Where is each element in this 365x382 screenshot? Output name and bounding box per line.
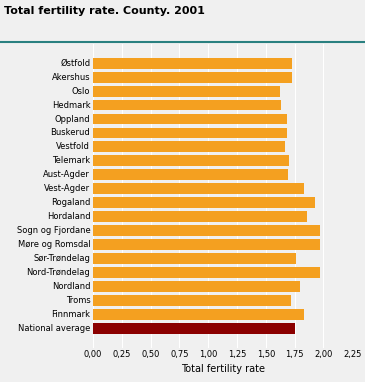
Text: Total fertility rate. County. 2001: Total fertility rate. County. 2001 xyxy=(4,6,204,16)
Bar xyxy=(93,128,287,138)
Bar xyxy=(93,113,287,125)
Bar xyxy=(93,281,300,292)
Bar xyxy=(93,183,304,194)
Bar xyxy=(93,225,320,236)
Bar xyxy=(93,211,307,222)
Bar xyxy=(93,141,285,152)
Bar xyxy=(93,309,304,320)
Bar xyxy=(93,267,320,278)
Bar xyxy=(93,169,288,180)
Bar xyxy=(93,72,292,83)
Bar xyxy=(93,86,280,97)
Bar xyxy=(93,323,295,334)
Bar xyxy=(93,239,320,250)
Bar xyxy=(93,197,315,208)
Bar xyxy=(93,155,289,166)
Bar xyxy=(93,58,292,69)
X-axis label: Total fertility rate: Total fertility rate xyxy=(181,364,265,374)
Bar xyxy=(93,100,281,110)
Bar xyxy=(93,295,291,306)
Bar xyxy=(93,253,296,264)
